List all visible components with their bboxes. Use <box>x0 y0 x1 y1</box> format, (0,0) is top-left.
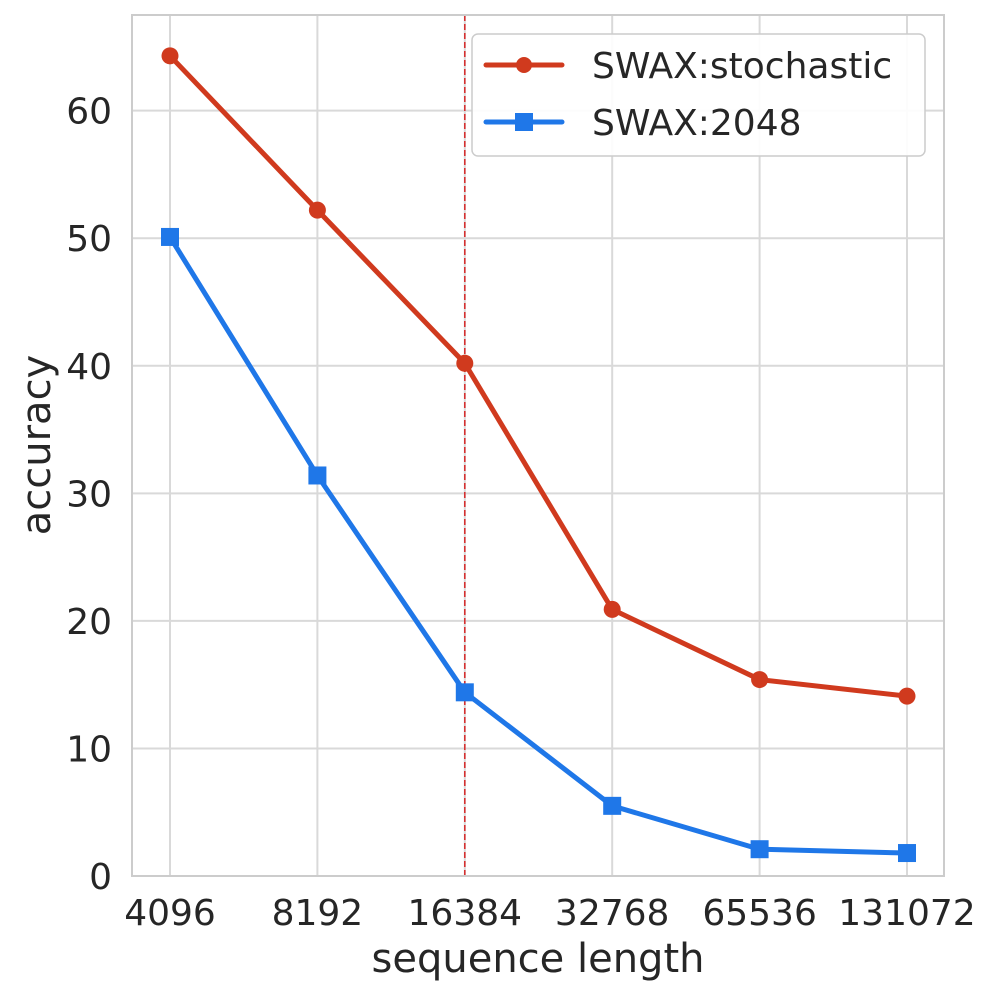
y-tick-label-30: 30 <box>66 474 112 515</box>
data-point-swax-2048-8192 <box>308 466 327 485</box>
y-tick-label-60: 60 <box>66 92 112 133</box>
legend-label-swax-2048: SWAX:2048 <box>592 103 802 144</box>
x-tick-label-4096: 4096 <box>124 893 216 934</box>
legend-marker-swax-2048 <box>515 113 533 131</box>
legend-box <box>471 33 926 157</box>
x-tick-label-131072: 131072 <box>838 893 975 934</box>
y-tick-label-50: 50 <box>66 219 112 260</box>
y-tick-labels: 0 10 20 30 40 50 60 <box>66 92 112 898</box>
y-tick-label-20: 20 <box>66 602 112 643</box>
y-tick-label-0: 0 <box>89 857 112 898</box>
series-layer <box>161 47 916 863</box>
x-axis-title: sequence length <box>372 936 705 982</box>
x-tick-label-8192: 8192 <box>272 893 364 934</box>
legend-marker-swax-stochastic <box>516 57 532 73</box>
data-point-swax-stochastic-131072 <box>898 687 916 705</box>
grid-lines <box>132 15 944 877</box>
series-swax-2048 <box>161 227 916 863</box>
series-swax-stochastic <box>161 47 916 705</box>
data-point-swax-2048-32768 <box>603 796 622 815</box>
data-point-swax-2048-65536 <box>750 840 769 859</box>
series-line-swax-stochastic <box>167 53 910 699</box>
data-point-swax-2048-16384 <box>455 683 474 702</box>
data-point-swax-stochastic-16384 <box>456 354 474 372</box>
x-tick-label-16384: 16384 <box>408 893 523 934</box>
data-point-swax-2048-131072 <box>898 844 916 863</box>
data-point-swax-stochastic-65536 <box>751 671 769 689</box>
x-tick-labels: 4096 8192 16384 32768 65536 131072 <box>124 893 976 934</box>
data-point-swax-stochastic-32768 <box>603 600 621 618</box>
y-tick-label-10: 10 <box>66 729 112 770</box>
y-axis-title: accuracy <box>14 355 60 535</box>
data-point-swax-stochastic-4096 <box>161 47 179 65</box>
x-tick-label-65536: 65536 <box>702 893 817 934</box>
x-tick-label-32768: 32768 <box>555 893 670 934</box>
legend: SWAX:stochastic SWAX:2048 <box>471 33 926 157</box>
legend-label-swax-stochastic: SWAX:stochastic <box>592 46 892 87</box>
plot-frame <box>131 14 945 877</box>
series-line-swax-2048 <box>167 234 910 856</box>
data-point-swax-2048-4096 <box>161 227 179 246</box>
data-point-swax-stochastic-8192 <box>308 201 326 219</box>
y-tick-label-40: 40 <box>66 347 112 388</box>
